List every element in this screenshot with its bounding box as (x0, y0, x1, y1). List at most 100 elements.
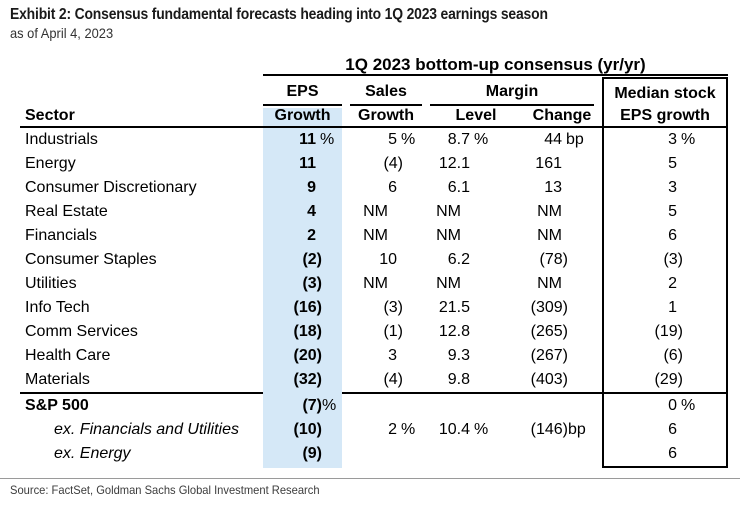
cell-sector: Financials (25, 227, 98, 244)
cell-margin-change (494, 394, 594, 418)
table-row: Consumer Staples (2) 10 6.2 (78) (3) (20, 248, 728, 272)
value: 5 (388, 131, 397, 148)
cell-eps-growth: (9) (263, 442, 342, 466)
cell-sector: Health Care (25, 347, 111, 364)
cell-margin-level (422, 442, 494, 466)
unit-label: bp (566, 131, 584, 148)
cell-median-eps-growth: 5 (602, 152, 728, 176)
cell-eps-growth: 2 (263, 224, 342, 248)
cell-margin-level: NM (422, 200, 494, 224)
table-row: Utilities (3) NM NM NM 2 (20, 272, 728, 296)
cell-sales-growth (342, 442, 422, 466)
col-group-eps: EPS (263, 74, 342, 106)
column-header-row: Sector Growth Growth Level Change EPS gr… (20, 106, 728, 128)
cell-margin-level (422, 394, 494, 418)
cell-margin-level: 6.1 (422, 176, 494, 200)
table-row: Health Care (20) 3 9.3 (267) (6) (20, 344, 728, 368)
value: (78) (539, 251, 568, 268)
table-row: Industrials 11% 5% 8.7% 44 bp 3% (20, 128, 728, 152)
span-header: 1Q 2023 bottom-up consensus (yr/yr) (263, 55, 728, 76)
cell-margin-level: 6.2 (422, 248, 494, 272)
spacer (594, 224, 602, 248)
column-group-header-row: EPS Sales Margin Median stock (20, 74, 728, 106)
cell-median-eps-growth: (3) (602, 248, 728, 272)
value: (7) (302, 397, 322, 414)
cell-sector: Info Tech (25, 299, 90, 316)
cell-sales-growth: 10 (342, 248, 422, 272)
cell-median-eps-growth: 3 (602, 176, 728, 200)
cell-sales-growth: 6 (342, 176, 422, 200)
cell-sector: Comm Services (25, 323, 138, 340)
value: 3 (388, 347, 397, 364)
header-sales-growth: Growth (358, 107, 414, 124)
spacer (594, 128, 602, 152)
cell-sector: S&P 500 (25, 397, 89, 414)
value: 1 (668, 299, 677, 316)
table-row: Energy 11 (4) 12.1 161 5 (20, 152, 728, 176)
source-note: Source: FactSet, Goldman Sachs Global In… (10, 483, 320, 497)
table-row: Real Estate 4 NM NM NM 5 (20, 200, 728, 224)
spacer (20, 74, 263, 106)
sector-rows: Industrials 11% 5% 8.7% 44 bp 3% Energy 11 (4) 12.… (20, 128, 728, 394)
value: (9) (302, 445, 322, 462)
value: (29) (654, 371, 683, 388)
cell-margin-change: NM (494, 224, 594, 248)
table-row: Comm Services (18) (1) 12.8 (265) (19) (20, 320, 728, 344)
unit-label: % (681, 131, 696, 148)
value: (4) (383, 155, 403, 172)
value: (10) (293, 421, 322, 438)
spacer (594, 248, 602, 272)
cell-margin-level: 12.8 (422, 320, 494, 344)
header-margin-level: Level (455, 107, 497, 124)
value: 10.4 (438, 421, 470, 438)
cell-margin-level: NM (422, 272, 494, 296)
table-row: Materials (32) (4) 9.8 (403) (29) (20, 368, 728, 392)
value: (32) (293, 371, 322, 388)
value: 2 (388, 421, 397, 438)
col-group-sales: Sales (350, 74, 422, 106)
cell-median-eps-growth: (29) (602, 368, 728, 392)
unit-label: % (322, 397, 337, 414)
value: 44 (544, 131, 562, 148)
exhibit-as-of-date: as of April 4, 2023 (10, 25, 114, 41)
spacer (594, 74, 602, 106)
value: 2 (307, 227, 316, 244)
cell-margin-change: 44 bp (494, 128, 594, 152)
summary-row: S&P 500 (7)% 0% (20, 394, 728, 418)
value: NM (537, 227, 562, 244)
value: 21.5 (438, 299, 470, 316)
value: (6) (663, 347, 683, 364)
cell-sales-growth: (4) (342, 152, 422, 176)
value: (18) (293, 323, 322, 340)
cell-median-eps-growth: 6 (602, 224, 728, 248)
cell-margin-change: (403) (494, 368, 594, 392)
value: 2 (668, 275, 677, 292)
value: (16) (293, 299, 322, 316)
cell-eps-growth: (18) (263, 320, 342, 344)
cell-sector: ex. Energy (54, 445, 131, 462)
value: (3) (383, 299, 403, 316)
cell-sector: ex. Financials and Utilities (54, 421, 239, 438)
cell-median-eps-growth: 2 (602, 272, 728, 296)
value: NM (436, 275, 461, 292)
value: 9 (307, 179, 316, 196)
cell-eps-growth: (2) (263, 248, 342, 272)
value: NM (363, 203, 388, 220)
cell-margin-change: (265) (494, 320, 594, 344)
value: 3 (668, 179, 677, 196)
cell-median-eps-growth: (6) (602, 344, 728, 368)
cell-median-eps-growth: 0% (602, 394, 728, 418)
value: 5 (668, 203, 677, 220)
col-group-margin: Margin (430, 74, 594, 106)
cell-median-eps-growth: 6 (602, 442, 728, 466)
table-row: Consumer Discretionary 9 6 6.1 13 3 (20, 176, 728, 200)
cell-sales-growth: 3 (342, 344, 422, 368)
spacer (594, 394, 602, 418)
cell-sales-growth: (4) (342, 368, 422, 392)
value: 6.2 (447, 251, 470, 268)
consensus-table: 1Q 2023 bottom-up consensus (yr/yr) EPS … (20, 55, 728, 468)
cell-median-eps-growth: 1 (602, 296, 728, 320)
spacer (594, 200, 602, 224)
spacer (594, 418, 602, 442)
value: (267) (530, 347, 568, 364)
